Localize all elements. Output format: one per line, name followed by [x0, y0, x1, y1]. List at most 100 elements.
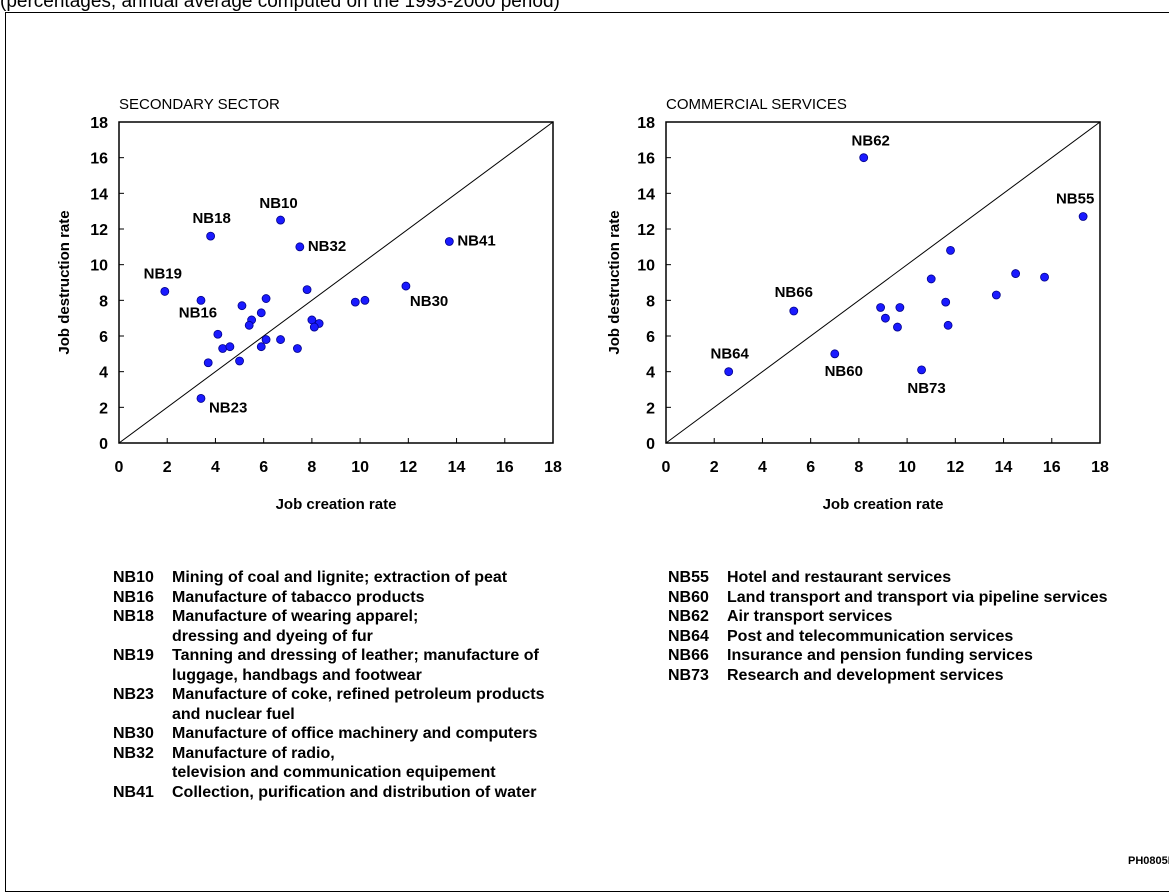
legend-description: Manufacture of coke, refined petroleum p… [172, 686, 545, 703]
legend-code: NB64 [668, 627, 709, 645]
legend-code: NB30 [113, 725, 154, 742]
legend-entry: NB64 Post and telecommunication services [668, 627, 1108, 647]
legend-code: NB66 [668, 647, 709, 664]
data-point [991, 290, 1001, 300]
y-tick-label: 14 [90, 186, 108, 203]
y-tick-label: 4 [99, 365, 108, 382]
legend-code [113, 705, 172, 725]
data-point [309, 322, 319, 332]
legend-description: television and communication equipement [172, 764, 496, 781]
point-label-nb32: NB32 [308, 238, 346, 255]
point-label-nb19: NB19 [144, 265, 182, 282]
x-tick-label: 8 [307, 459, 316, 476]
legend-description: Research and development services [727, 666, 1004, 684]
y-tick-label: 16 [90, 151, 108, 168]
data-point [926, 274, 936, 284]
y-tick-label: 0 [99, 436, 108, 453]
point-label-nb64: NB64 [711, 346, 750, 363]
y-tick-label: 4 [646, 365, 655, 382]
data-point-nb23 [196, 394, 206, 403]
y-tick-label: 6 [646, 329, 655, 346]
y-tick-label: 10 [90, 258, 108, 275]
legend-code: NB19 [113, 647, 154, 664]
diagonal-reference-line [118, 121, 554, 444]
data-point [302, 285, 312, 295]
y-tick-label: 2 [646, 400, 655, 417]
data-point [876, 303, 885, 312]
data-point [943, 320, 953, 330]
data-point-nb30 [401, 281, 411, 291]
legend-entry: dressing and dyeing of fur [113, 627, 545, 647]
x-tick-label: 18 [544, 459, 562, 476]
legend-entry: NB41 Collection, purification and distrib… [113, 783, 545, 803]
legend-description: luggage, handbags and footwear [172, 666, 422, 684]
legend-code: NB10 [113, 569, 154, 586]
x-tick-label: 8 [854, 459, 863, 476]
figure-subtitle: (percentages, annual average computed on… [0, 0, 560, 12]
data-point [237, 301, 247, 311]
legend-entry: NB30 Manufacture of office machinery and … [113, 724, 545, 744]
point-label-nb16: NB16 [179, 304, 217, 321]
x-tick-label: 10 [898, 459, 916, 476]
legend-description: Manufacture of radio, [172, 744, 335, 762]
data-point [203, 358, 213, 368]
x-axis-label: Job creation rate [823, 496, 944, 513]
x-tick-label: 10 [351, 459, 369, 476]
data-point [213, 329, 223, 339]
point-label-nb66: NB66 [775, 284, 813, 301]
x-tick-label: 2 [163, 459, 172, 476]
legend-code: NB16 [113, 588, 154, 606]
x-tick-label: 14 [448, 459, 466, 476]
legend-code: NB62 [668, 608, 709, 625]
x-tick-label: 16 [496, 459, 514, 476]
y-tick-label: 16 [637, 151, 655, 168]
data-point [893, 322, 902, 332]
legend-description: and nuclear fuel [172, 705, 295, 723]
x-tick-label: 16 [1043, 459, 1061, 476]
data-point [276, 335, 285, 344]
data-point [244, 320, 254, 330]
chart-title: SECONDARY SECTOR [119, 96, 280, 113]
legend-entry: luggage, handbags and footwear [113, 666, 545, 686]
data-point [261, 294, 271, 303]
legend-description: Collection, purification and distributio… [172, 783, 537, 801]
legend-code [113, 666, 172, 686]
legend-code: NB18 [113, 608, 154, 625]
legend-secondary-sector: NB10 Mining of coal and lignite; extracti… [113, 568, 545, 802]
x-tick-label: 0 [115, 459, 124, 476]
point-label-nb30: NB30 [410, 293, 448, 310]
data-point-nb60 [830, 349, 840, 359]
y-tick-label: 2 [99, 400, 108, 417]
y-tick-label: 18 [90, 115, 108, 132]
point-label-nb62: NB62 [852, 133, 890, 150]
data-point [1011, 269, 1021, 278]
y-tick-label: 8 [99, 293, 108, 310]
y-axis-label: Job destruction rate [56, 210, 73, 354]
legend-entry: NB73 Research and development services [668, 666, 1108, 686]
x-tick-label: 12 [946, 459, 964, 476]
data-point [261, 335, 271, 344]
legend-code: NB60 [668, 588, 709, 606]
x-tick-label: 6 [806, 459, 815, 476]
diagonal-reference-line [665, 121, 1101, 444]
y-tick-label: 8 [646, 293, 655, 310]
data-point [881, 313, 890, 323]
data-point-nb19 [160, 287, 170, 296]
legend-entry: NB62 Air transport services [668, 607, 1108, 627]
legend-description: Post and telecommunication services [727, 627, 1014, 645]
legend-code [113, 763, 172, 783]
y-axis-label: Job destruction rate [606, 210, 623, 354]
data-point [293, 344, 302, 353]
point-label-nb73: NB73 [907, 380, 945, 397]
y-tick-label: 0 [646, 436, 655, 453]
legend-entry: NB55 Hotel and restaurant services [668, 568, 1108, 588]
legend-code: NB41 [113, 783, 154, 801]
legend-description: Tanning and dressing of leather; manufac… [172, 647, 539, 664]
x-tick-label: 12 [399, 459, 417, 476]
legend-description: Insurance and pension funding services [727, 647, 1033, 664]
data-point-nb10 [276, 215, 285, 225]
legend-entry: and nuclear fuel [113, 705, 545, 725]
data-point-nb73 [917, 365, 926, 375]
